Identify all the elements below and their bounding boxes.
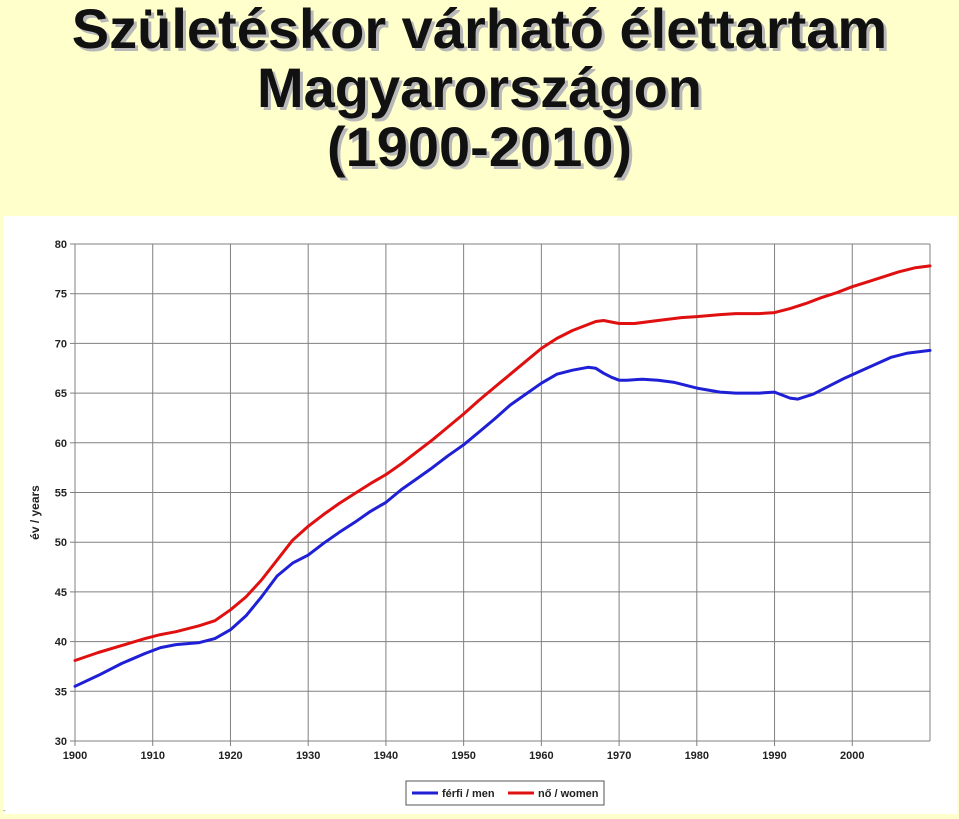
y-tick-label: 45: [55, 587, 67, 599]
x-tick-label: 1920: [218, 750, 242, 762]
y-tick-label: 30: [55, 736, 67, 748]
x-tick-label: 1990: [762, 750, 786, 762]
legend-label-women: nő / women: [538, 788, 599, 800]
y-tick-label: 80: [55, 239, 67, 251]
x-tick-label: 1910: [140, 750, 164, 762]
life-expectancy-chart: 30 35 40 45 50 55 60 65 70 75 80 1900 1910 1920 1930 19…: [28, 239, 932, 806]
y-tick-label: 55: [55, 488, 67, 500]
legend-box: [405, 780, 605, 806]
y-tick-label: 65: [55, 388, 67, 400]
x-tick-label: 1960: [529, 750, 553, 762]
y-tick-label: 75: [55, 289, 67, 301]
x-tick-label: 1970: [607, 750, 631, 762]
y-axis-label: év / years: [28, 485, 42, 540]
legend-label-men: férfi / men: [442, 788, 495, 800]
x-tick-label: 1900: [63, 750, 87, 762]
x-tick-label: 1980: [685, 750, 709, 762]
y-tick-label: 50: [55, 537, 67, 549]
chart-panel: 30 35 40 45 50 55 60 65 70 75 80 1900 1910 1920 1930 19…: [3, 216, 957, 814]
y-tick-label: 60: [55, 438, 67, 450]
y-tick-label: 35: [55, 686, 67, 698]
series-line-men: [73, 348, 932, 688]
y-tick-label: 70: [55, 338, 67, 350]
corner-mark: -: [3, 806, 6, 815]
y-tick-label: 40: [55, 637, 67, 649]
x-tick-label: 1930: [296, 750, 320, 762]
slide-title: Születéskor várható élettartam Magyarors…: [0, 0, 959, 177]
title-line-3: (1900-2010): [326, 115, 633, 178]
x-tick-label: 1940: [374, 750, 398, 762]
title-line-1: Születéskor várható élettartam: [71, 0, 888, 60]
series-line-women: [73, 264, 932, 662]
x-tick-label: 1950: [451, 750, 475, 762]
x-tick-label: 2000: [840, 750, 864, 762]
title-line-2: Magyarországon: [257, 56, 702, 119]
